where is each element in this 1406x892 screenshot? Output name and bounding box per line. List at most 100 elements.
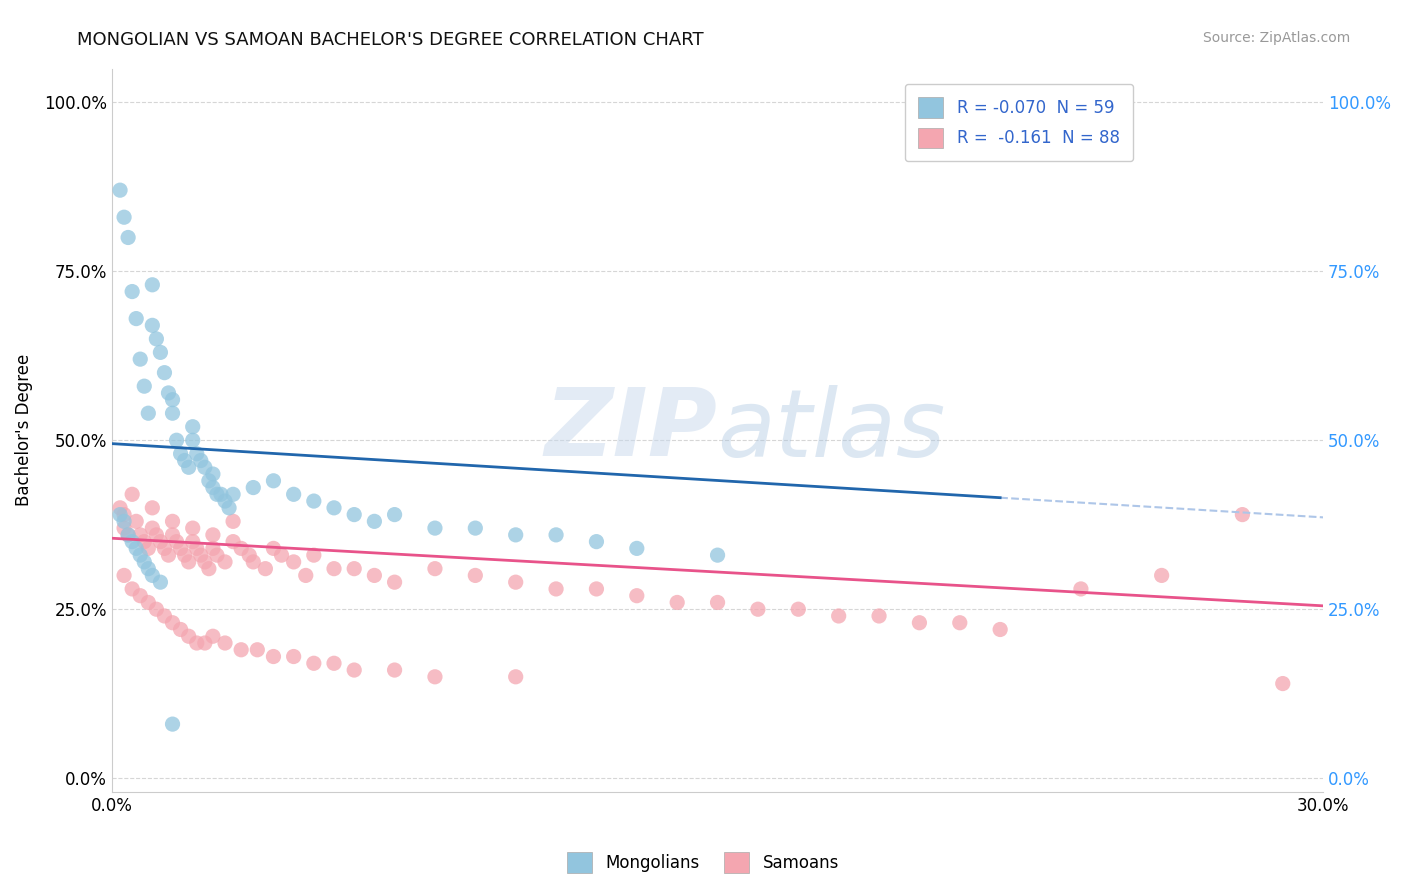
Point xyxy=(186,541,208,556)
Point xyxy=(585,582,607,596)
Point xyxy=(231,642,253,657)
Point xyxy=(1070,582,1092,596)
Point xyxy=(129,589,152,603)
Point xyxy=(626,541,648,556)
Point xyxy=(108,508,131,522)
Point xyxy=(129,352,152,367)
Point xyxy=(218,500,240,515)
Point xyxy=(136,595,159,609)
Point xyxy=(108,500,131,515)
Point xyxy=(162,514,184,528)
Point xyxy=(169,541,191,556)
Point xyxy=(585,534,607,549)
Point xyxy=(205,548,228,562)
Point xyxy=(238,548,260,562)
Point xyxy=(222,487,245,501)
Text: ZIP: ZIP xyxy=(544,384,717,476)
Point xyxy=(423,521,446,535)
Point xyxy=(162,406,184,420)
Point xyxy=(141,318,163,333)
Point xyxy=(166,534,188,549)
Text: atlas: atlas xyxy=(717,384,946,475)
Point xyxy=(117,230,139,244)
Point xyxy=(262,474,284,488)
Point xyxy=(149,575,172,590)
Legend: Mongolians, Samoans: Mongolians, Samoans xyxy=(560,846,846,880)
Point xyxy=(827,609,849,624)
Point xyxy=(112,521,135,535)
Point xyxy=(201,481,224,495)
Point xyxy=(706,595,728,609)
Point xyxy=(201,541,224,556)
Point xyxy=(153,541,176,556)
Point xyxy=(231,541,253,556)
Point xyxy=(141,521,163,535)
Point xyxy=(129,528,152,542)
Point xyxy=(129,548,152,562)
Point xyxy=(323,562,346,576)
Point xyxy=(157,386,180,401)
Point xyxy=(162,615,184,630)
Point xyxy=(162,392,184,407)
Point xyxy=(343,508,366,522)
Point xyxy=(666,595,689,609)
Point xyxy=(270,548,292,562)
Point xyxy=(384,575,406,590)
Point xyxy=(908,615,931,630)
Point xyxy=(194,636,217,650)
Point xyxy=(949,615,972,630)
Point xyxy=(121,285,143,299)
Point xyxy=(505,575,527,590)
Point xyxy=(323,500,346,515)
Point xyxy=(190,548,212,562)
Point xyxy=(145,602,167,616)
Point xyxy=(222,534,245,549)
Point xyxy=(181,534,204,549)
Point xyxy=(384,508,406,522)
Point xyxy=(209,487,232,501)
Point xyxy=(214,555,236,569)
Point xyxy=(544,528,567,542)
Point xyxy=(505,670,527,684)
Point xyxy=(505,528,527,542)
Point xyxy=(136,562,159,576)
Point xyxy=(194,555,217,569)
Point xyxy=(157,548,180,562)
Point xyxy=(134,555,156,569)
Point xyxy=(177,555,200,569)
Point xyxy=(222,514,245,528)
Point xyxy=(149,345,172,359)
Point xyxy=(205,487,228,501)
Point xyxy=(117,528,139,542)
Point xyxy=(153,609,176,624)
Point xyxy=(343,663,366,677)
Point xyxy=(283,555,305,569)
Point xyxy=(117,528,139,542)
Point xyxy=(181,419,204,434)
Point xyxy=(186,636,208,650)
Point xyxy=(121,534,143,549)
Point xyxy=(141,500,163,515)
Point xyxy=(125,311,148,326)
Point xyxy=(141,568,163,582)
Point xyxy=(302,548,325,562)
Point xyxy=(201,528,224,542)
Text: Source: ZipAtlas.com: Source: ZipAtlas.com xyxy=(1202,31,1350,45)
Point xyxy=(747,602,769,616)
Point xyxy=(464,568,486,582)
Point xyxy=(242,481,264,495)
Point xyxy=(173,453,195,467)
Point xyxy=(343,562,366,576)
Point xyxy=(190,453,212,467)
Point xyxy=(198,562,221,576)
Point xyxy=(162,528,184,542)
Point xyxy=(181,521,204,535)
Point xyxy=(262,541,284,556)
Point xyxy=(112,568,135,582)
Point xyxy=(201,467,224,481)
Point xyxy=(283,649,305,664)
Point xyxy=(194,460,217,475)
Text: MONGOLIAN VS SAMOAN BACHELOR'S DEGREE CORRELATION CHART: MONGOLIAN VS SAMOAN BACHELOR'S DEGREE CO… xyxy=(77,31,704,49)
Point xyxy=(214,636,236,650)
Point xyxy=(1271,676,1294,690)
